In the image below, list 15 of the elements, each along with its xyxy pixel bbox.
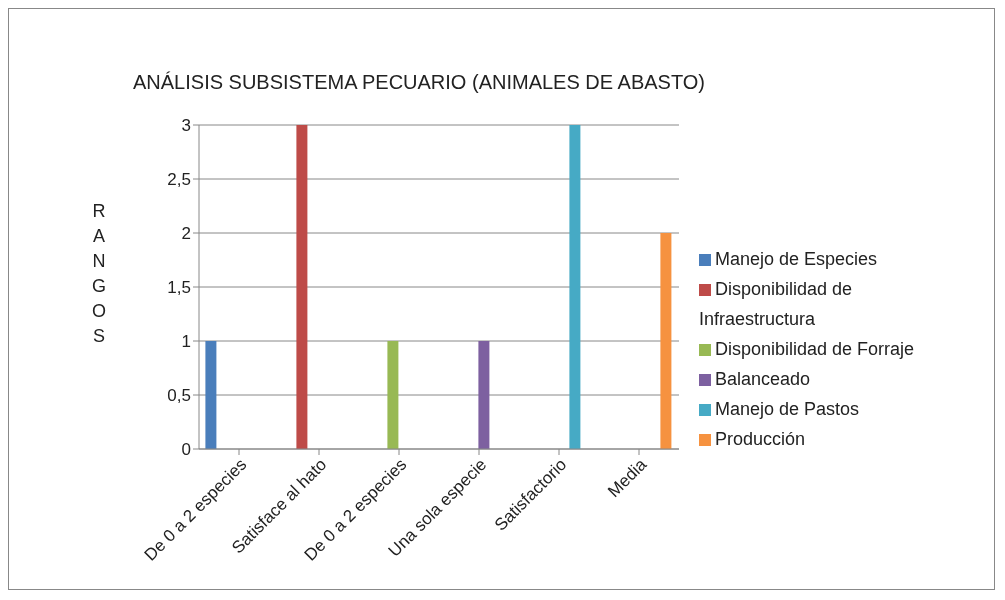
legend-label: Manejo de Especies: [715, 249, 878, 269]
legend-label: Producción: [715, 429, 806, 449]
y-tick-label: 0: [181, 440, 191, 460]
chart-title: ANÁLISIS SUBSISTEMA PECUARIO (ANIMALES DE ABASTO): [132, 71, 706, 94]
y-tick-label: 3: [181, 116, 191, 136]
legend-label: Balanceado: [715, 369, 811, 389]
legend-label: Disponibilidad de Forraje: [715, 339, 915, 359]
y-tick-label: 1,5: [167, 278, 191, 298]
y-tick-label: 2,5: [167, 170, 191, 190]
y-axis-title: RANGOS: [91, 200, 107, 348]
y-tick-label: 2: [181, 224, 191, 244]
y-tick-label: 0,5: [167, 386, 191, 406]
legend-label: Manejo de Pastos: [715, 399, 860, 419]
y-tick-label: 1: [181, 332, 191, 352]
legend-label: Disponibilidad de Infraestructura: [699, 279, 853, 329]
